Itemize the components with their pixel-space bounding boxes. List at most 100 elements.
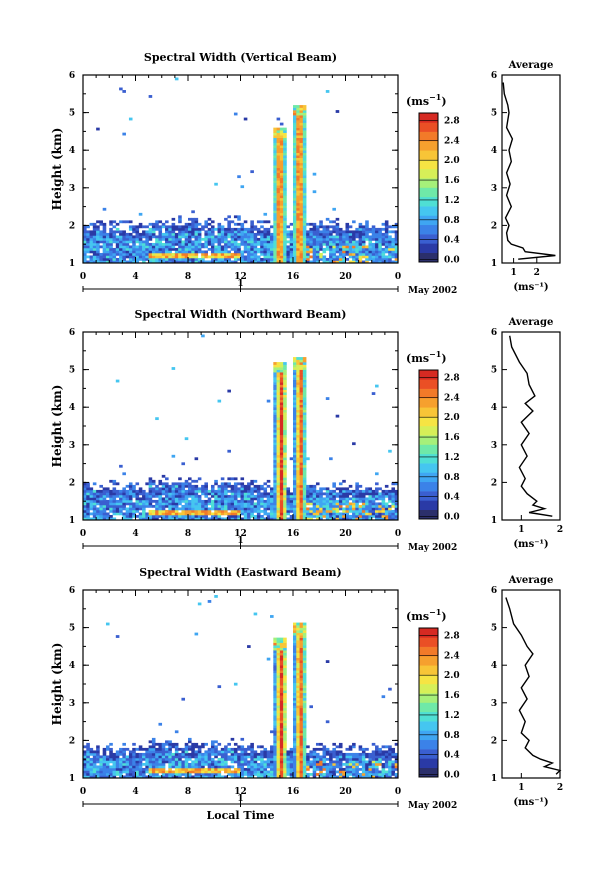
heatmap-cell xyxy=(119,489,123,493)
heatmap-cell xyxy=(358,484,363,488)
heatmap-cell xyxy=(299,220,304,224)
x-tick-label: 0 xyxy=(80,272,86,282)
heatmap-cell xyxy=(296,752,300,756)
heatmap-cell xyxy=(375,517,379,521)
heatmap-cell xyxy=(210,750,215,754)
heatmap-cell xyxy=(273,642,277,646)
heatmap-cell xyxy=(168,770,172,774)
heatmap-cell xyxy=(276,710,281,714)
heatmap-cell xyxy=(283,642,287,646)
heatmap-cell xyxy=(188,499,192,503)
heatmap-cell xyxy=(283,690,287,694)
heatmap-cell xyxy=(302,494,307,498)
heatmap-cell xyxy=(247,752,251,756)
heatmap-cell xyxy=(112,517,117,521)
heatmap-cell xyxy=(224,260,228,264)
heatmap-cell xyxy=(293,747,297,751)
heatmap-cell xyxy=(243,220,248,224)
heatmap-cell xyxy=(233,499,238,503)
heatmap-cell xyxy=(128,755,133,759)
heatmap-cell xyxy=(240,775,245,779)
heatmap-cell xyxy=(210,220,215,224)
heatmap-cell xyxy=(217,507,222,511)
heatmap-cell xyxy=(96,127,100,131)
heatmap-cell xyxy=(296,720,300,724)
heatmap-cell xyxy=(342,514,346,518)
heatmap-cell xyxy=(276,117,281,121)
heatmap-cell xyxy=(115,507,120,511)
heatmap-cell xyxy=(148,497,153,501)
heatmap-cell xyxy=(230,260,235,264)
heatmap-cell xyxy=(161,252,166,256)
heatmap-cell xyxy=(302,152,307,156)
heatmap-cell xyxy=(345,507,350,511)
heatmap-cell xyxy=(358,507,363,511)
heatmap-cell xyxy=(112,497,117,501)
heatmap-cell xyxy=(224,762,228,766)
heatmap-cell xyxy=(188,484,192,488)
heatmap-cell xyxy=(391,502,396,506)
heatmap-cell xyxy=(273,775,277,779)
heatmap-cell xyxy=(296,437,300,441)
heatmap-cell xyxy=(266,242,271,246)
heatmap-cell xyxy=(355,232,359,236)
heatmap-cell xyxy=(302,407,307,411)
heatmap-cell xyxy=(388,255,392,259)
heatmap-cell xyxy=(250,222,254,226)
heatmap-cell xyxy=(191,257,195,261)
heatmap-cell xyxy=(227,499,231,503)
heatmap-cell xyxy=(89,489,94,493)
heatmap-cell xyxy=(181,494,186,498)
heatmap-cell xyxy=(171,514,176,518)
heatmap-cell xyxy=(233,772,238,776)
heatmap-cell xyxy=(168,762,172,766)
heatmap-cell xyxy=(250,220,254,224)
heatmap-cell xyxy=(283,502,287,506)
heatmap-cell xyxy=(296,207,300,211)
heatmap-cell xyxy=(332,514,336,518)
heatmap-cell xyxy=(263,489,268,493)
heatmap-cell xyxy=(279,255,284,259)
heatmap-cell xyxy=(168,747,172,751)
heatmap-cell xyxy=(279,750,284,754)
heatmap-cell xyxy=(273,140,277,143)
heatmap-cell xyxy=(174,489,179,493)
heatmap-cell xyxy=(125,770,130,774)
heatmap-cell xyxy=(151,757,156,761)
heatmap-cell xyxy=(194,742,199,746)
heatmap-cell xyxy=(151,230,156,234)
heatmap-cell xyxy=(293,205,297,209)
heatmap-cell xyxy=(191,509,195,513)
heatmap-cell xyxy=(273,732,277,736)
heatmap-cell xyxy=(273,452,277,456)
heatmap-cell xyxy=(375,494,379,498)
heatmap-cell xyxy=(197,762,202,766)
heatmap-cell xyxy=(233,247,238,251)
heatmap-cell xyxy=(365,504,369,508)
heatmap-cell xyxy=(240,230,245,234)
heatmap-cell xyxy=(302,165,307,169)
heatmap-cell xyxy=(165,760,169,764)
heatmap-cell xyxy=(112,255,117,259)
heatmap-cell xyxy=(191,247,195,251)
heatmap-cell xyxy=(355,489,359,493)
heatmap-cell xyxy=(214,514,218,518)
heatmap-cell xyxy=(384,257,389,261)
heatmap-cell xyxy=(217,255,222,259)
heatmap-cell xyxy=(207,260,212,264)
heatmap-cell xyxy=(220,775,225,779)
heatmap-cell xyxy=(299,110,304,113)
heatmap-cell xyxy=(315,767,320,771)
heatmap-cell xyxy=(194,770,199,774)
heatmap-cell xyxy=(293,137,297,141)
heatmap-cell xyxy=(299,474,304,478)
heatmap-cell xyxy=(299,374,304,378)
heatmap-cell xyxy=(138,770,143,774)
heatmap-cell xyxy=(283,429,287,433)
heatmap-cell xyxy=(86,482,90,486)
heatmap-cell xyxy=(92,767,97,771)
heatmap-cell xyxy=(99,507,103,511)
heatmap-cell xyxy=(286,770,291,774)
heatmap-cell xyxy=(273,444,277,448)
heatmap-cell xyxy=(233,682,238,686)
